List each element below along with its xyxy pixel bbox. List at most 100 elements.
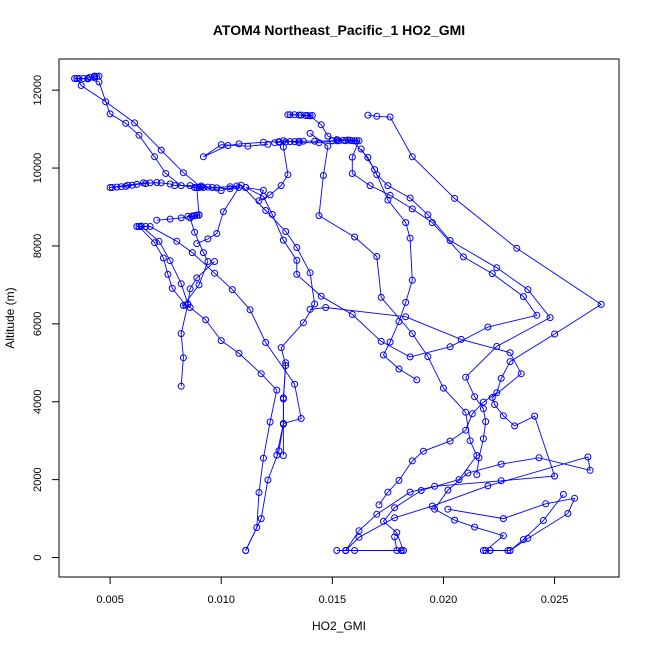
y-axis: 0 2000 4000 6000 8000 10000 12000 (32, 75, 59, 561)
series-18 (333, 547, 407, 554)
data-point (146, 223, 154, 230)
data-point (155, 237, 163, 245)
data-point (264, 140, 272, 148)
data-point (179, 354, 187, 362)
x-tick-label: 0.005 (96, 594, 124, 606)
data-point (517, 370, 525, 378)
data-point (224, 142, 232, 149)
data-point (293, 270, 301, 278)
series-22 (108, 179, 161, 191)
data-point (146, 179, 154, 187)
series-line (139, 225, 302, 551)
series-line (345, 456, 591, 551)
data-point (471, 393, 479, 401)
data-point (153, 179, 161, 186)
data-point (311, 137, 319, 145)
data-point (242, 184, 250, 191)
data-point (86, 73, 94, 81)
data-point (351, 137, 359, 145)
data-point (297, 111, 305, 119)
x-tick-label: 0.020 (430, 594, 458, 606)
data-point (208, 184, 216, 191)
data-point (473, 452, 481, 459)
data-point (446, 237, 454, 244)
data-point (159, 254, 167, 262)
data-point (253, 524, 261, 531)
data-point (142, 223, 150, 230)
series-line (138, 226, 187, 306)
series-7 (284, 111, 554, 479)
data-point (186, 182, 194, 190)
data-point (91, 72, 99, 80)
data-point (302, 112, 310, 119)
data-point (348, 153, 356, 161)
data-point (408, 205, 416, 213)
data-point (397, 547, 405, 554)
data-point (366, 182, 374, 190)
x-tick-label: 0.015 (319, 594, 347, 606)
data-point (468, 410, 476, 418)
data-point (291, 380, 299, 388)
series-3 (135, 223, 190, 309)
data-point (317, 121, 325, 129)
data-point (317, 292, 325, 300)
data-point (395, 476, 403, 484)
data-point (499, 532, 507, 540)
data-point (408, 330, 416, 338)
data-point (406, 488, 414, 496)
series-8 (364, 111, 605, 509)
data-point (213, 230, 221, 237)
data-point (384, 196, 392, 204)
data-point (391, 514, 399, 522)
data-point (117, 183, 125, 191)
data-point (491, 401, 499, 408)
data-point (291, 138, 299, 146)
data-point (168, 284, 176, 292)
series-line (75, 78, 316, 551)
data-point (204, 258, 212, 265)
data-point (486, 547, 494, 554)
data-point (202, 316, 210, 324)
series-line (187, 261, 215, 305)
data-point (282, 359, 290, 367)
series-line (274, 140, 304, 144)
data-point (235, 140, 243, 148)
data-point (271, 139, 279, 147)
plot-frame (58, 58, 620, 578)
data-point (497, 460, 505, 468)
data-point (166, 215, 174, 223)
data-point (151, 239, 159, 247)
data-point (273, 451, 281, 459)
x-tick-label: 0.010 (207, 594, 235, 606)
series-24 (271, 137, 307, 147)
data-point (177, 214, 185, 222)
data-point (355, 527, 363, 535)
data-point (262, 207, 270, 214)
data-point (342, 137, 350, 145)
data-point (226, 183, 234, 191)
y-axis-label: Altitude (m) (3, 287, 17, 348)
data-point (133, 180, 141, 188)
data-point (462, 408, 470, 416)
data-point (371, 166, 379, 174)
y-tick-label: 10000 (32, 153, 44, 184)
data-point (464, 469, 472, 477)
data-point (431, 505, 439, 513)
series-19 (71, 72, 103, 82)
series-1 (73, 75, 319, 554)
data-point (348, 311, 356, 318)
series-line (447, 494, 576, 551)
data-point (531, 412, 539, 420)
series-line (194, 185, 237, 188)
data-point (199, 249, 207, 257)
data-point (135, 131, 143, 139)
data-point (195, 211, 203, 219)
data-point (431, 482, 439, 490)
data-point (535, 454, 543, 462)
data-point (211, 258, 219, 265)
data-point (297, 415, 305, 422)
data-point (217, 337, 225, 345)
data-point (513, 244, 521, 252)
data-point (275, 138, 283, 146)
